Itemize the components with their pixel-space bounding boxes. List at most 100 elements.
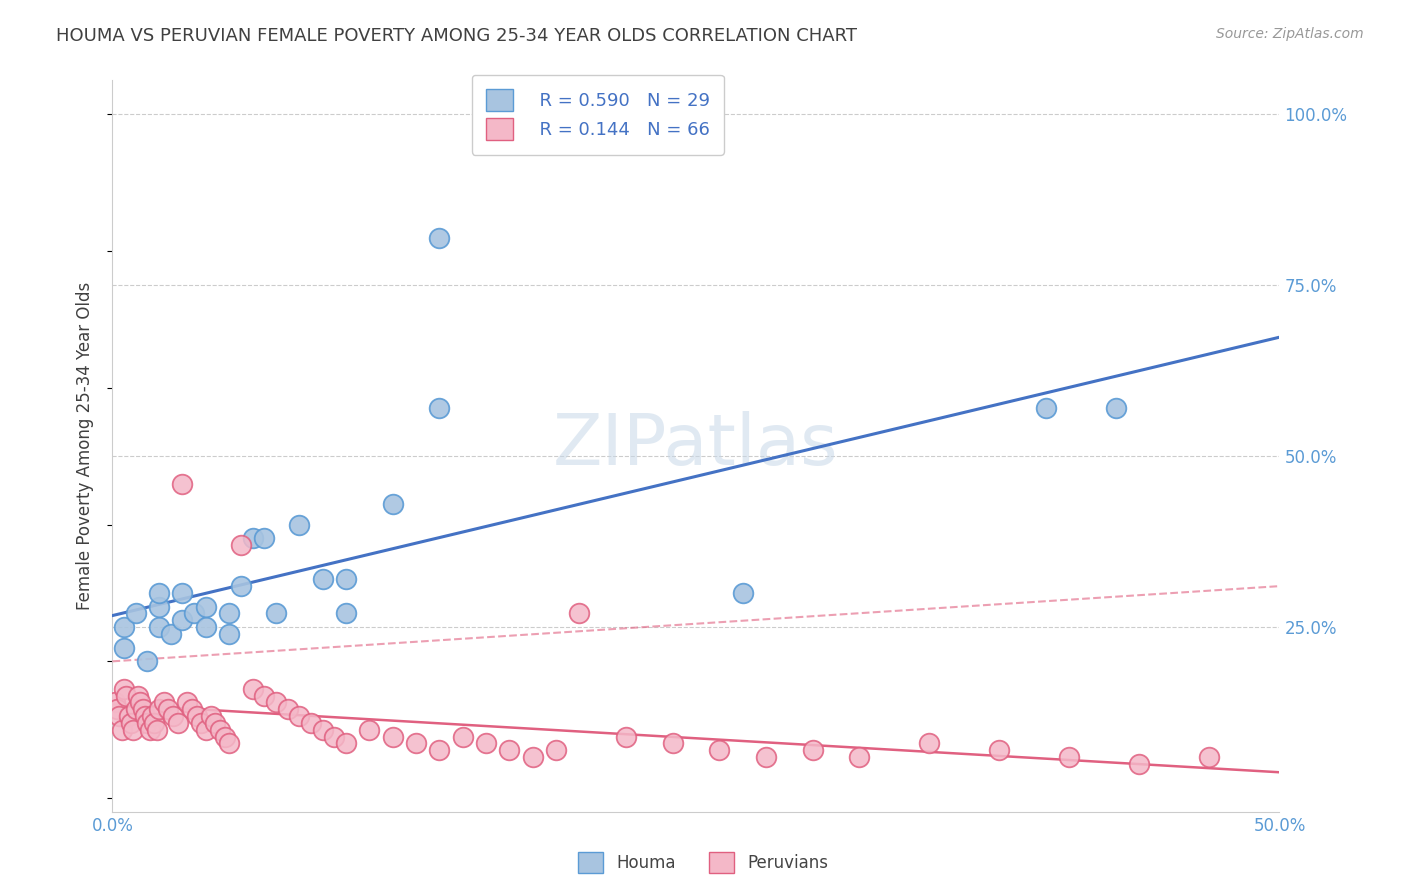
Point <box>118 709 141 723</box>
Text: Source: ZipAtlas.com: Source: ZipAtlas.com <box>1216 27 1364 41</box>
Point <box>381 497 404 511</box>
Point <box>157 702 180 716</box>
Point <box>172 613 194 627</box>
Point <box>568 607 591 621</box>
Point <box>253 531 276 545</box>
Legend: Houma, Peruvians: Houma, Peruvians <box>571 846 835 880</box>
Point <box>190 715 212 730</box>
Point <box>731 586 754 600</box>
Point <box>146 723 169 737</box>
Point <box>522 750 544 764</box>
Point <box>112 640 135 655</box>
Point <box>498 743 520 757</box>
Point <box>115 689 138 703</box>
Point <box>335 607 357 621</box>
Point <box>134 709 156 723</box>
Point <box>194 723 217 737</box>
Point <box>105 702 128 716</box>
Point <box>194 620 217 634</box>
Point <box>186 709 208 723</box>
Point <box>475 736 498 750</box>
Point <box>153 695 176 709</box>
Point <box>200 709 222 723</box>
Point <box>162 709 184 723</box>
Point <box>122 723 145 737</box>
Text: ZIPatlas: ZIPatlas <box>553 411 839 481</box>
Point <box>381 730 404 744</box>
Point <box>143 715 166 730</box>
Point <box>139 723 162 737</box>
Point <box>166 715 188 730</box>
Point <box>988 743 1011 757</box>
Point <box>264 607 287 621</box>
Point <box>253 689 276 703</box>
Point <box>132 702 155 716</box>
Point <box>148 702 170 716</box>
Point <box>359 723 381 737</box>
Point <box>755 750 778 764</box>
Point <box>661 736 683 750</box>
Point <box>214 730 236 744</box>
Point <box>1198 750 1220 764</box>
Point <box>427 401 450 416</box>
Point <box>218 607 240 621</box>
Point <box>288 517 311 532</box>
Point <box>120 715 142 730</box>
Point <box>1035 401 1057 416</box>
Point <box>1105 401 1128 416</box>
Point <box>104 695 127 709</box>
Point <box>288 709 311 723</box>
Point <box>311 572 333 586</box>
Point <box>1059 750 1081 764</box>
Point <box>160 627 183 641</box>
Point <box>918 736 941 750</box>
Point <box>299 715 322 730</box>
Point <box>180 702 202 716</box>
Legend:   R = 0.590   N = 29,   R = 0.144   N = 66: R = 0.590 N = 29, R = 0.144 N = 66 <box>471 75 724 155</box>
Point <box>451 730 474 744</box>
Point <box>172 586 194 600</box>
Point <box>112 620 135 634</box>
Point <box>242 681 264 696</box>
Point <box>614 730 637 744</box>
Point <box>709 743 731 757</box>
Y-axis label: Female Poverty Among 25-34 Year Olds: Female Poverty Among 25-34 Year Olds <box>76 282 94 610</box>
Point <box>148 586 170 600</box>
Point <box>427 230 450 244</box>
Point <box>335 572 357 586</box>
Point <box>148 599 170 614</box>
Point <box>125 607 148 621</box>
Point <box>183 607 205 621</box>
Point <box>405 736 427 750</box>
Point <box>311 723 333 737</box>
Point <box>125 702 148 716</box>
Point <box>136 654 159 668</box>
Point <box>218 627 240 641</box>
Point <box>136 715 159 730</box>
Text: HOUMA VS PERUVIAN FEMALE POVERTY AMONG 25-34 YEAR OLDS CORRELATION CHART: HOUMA VS PERUVIAN FEMALE POVERTY AMONG 2… <box>56 27 858 45</box>
Point <box>127 689 149 703</box>
Point <box>111 723 134 737</box>
Point <box>129 695 152 709</box>
Point <box>229 579 252 593</box>
Point <box>194 599 217 614</box>
Point <box>148 620 170 634</box>
Point <box>276 702 298 716</box>
Point <box>112 681 135 696</box>
Point <box>264 695 287 709</box>
Point <box>427 743 450 757</box>
Point <box>801 743 824 757</box>
Point <box>141 709 163 723</box>
Point <box>108 709 131 723</box>
Point <box>544 743 567 757</box>
Point <box>176 695 198 709</box>
Point <box>242 531 264 545</box>
Point <box>218 736 240 750</box>
Point <box>1128 756 1150 771</box>
Point <box>208 723 231 737</box>
Point <box>848 750 870 764</box>
Point <box>172 476 194 491</box>
Point <box>229 538 252 552</box>
Point <box>335 736 357 750</box>
Point <box>204 715 226 730</box>
